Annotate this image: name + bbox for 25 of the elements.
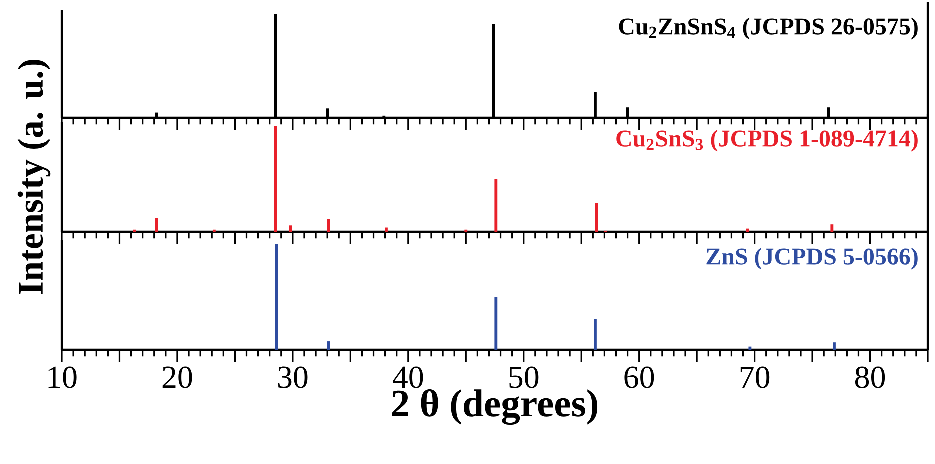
x-tick-label: 80 xyxy=(855,366,886,388)
bar xyxy=(833,342,836,350)
x-tick-label: 40 xyxy=(393,366,424,388)
x-tick-label: 30 xyxy=(278,366,308,388)
bar xyxy=(494,297,498,350)
bar xyxy=(594,319,597,350)
bar xyxy=(746,228,750,232)
bar xyxy=(830,224,834,232)
bar xyxy=(274,126,278,232)
x-tick-label: 50 xyxy=(510,366,539,388)
x-tick-label: 10 xyxy=(48,366,77,388)
y-axis-title: Intensity (a. u.) xyxy=(18,60,51,294)
bar xyxy=(748,346,752,350)
text: Cu$_{2}$ZnSnS$_{4}$ (JCPDS 26-0575) xyxy=(619,18,918,40)
x-axis-title: 2 θ (degrees) xyxy=(392,389,598,426)
bar xyxy=(595,203,598,232)
x-tick-label: 20 xyxy=(162,366,192,388)
x-tick-label: 70 xyxy=(740,366,770,388)
text: ZnS (JCPDS 5-0566) xyxy=(706,248,918,270)
text: Cu$_{2}$SnS$_{3}$ (JCPDS 1-089-4714) xyxy=(616,130,918,152)
bar xyxy=(385,228,388,232)
bar xyxy=(289,226,292,232)
bar xyxy=(155,218,158,232)
bar xyxy=(494,179,498,232)
x-tick-label: 60 xyxy=(624,366,654,388)
